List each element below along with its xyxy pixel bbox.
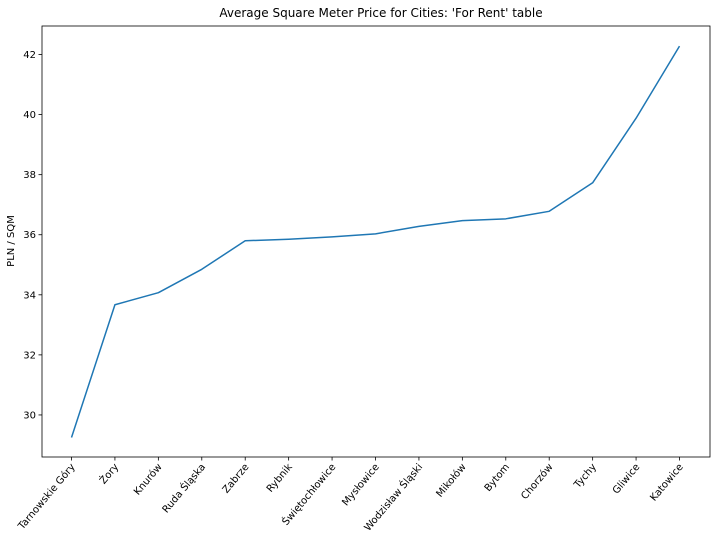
y-axis: 30 32 34 36 38 40 42 xyxy=(23,50,42,421)
y-tick-label: 40 xyxy=(23,110,36,121)
series-line xyxy=(70,45,681,438)
y-tick-label: 34 xyxy=(23,290,36,301)
x-tick-label: Tychy xyxy=(572,462,599,492)
x-tick-label: Bytom xyxy=(483,462,512,494)
y-tick-label: 38 xyxy=(23,170,36,181)
x-tick-label: Mysłowice xyxy=(340,462,381,508)
x-tick-label: Chorzów xyxy=(519,461,556,502)
x-tick-label: Knurów xyxy=(131,461,164,497)
x-tick-label: Katowice xyxy=(648,462,685,504)
x-tick-label: Gliwice xyxy=(611,462,643,497)
series-group xyxy=(70,45,681,438)
chart-title: Average Square Meter Price for Cities: '… xyxy=(219,6,542,20)
x-tick-label: Rybnik xyxy=(265,462,295,495)
y-tick-label: 42 xyxy=(23,50,36,61)
x-tick-label: Zabrze xyxy=(221,462,252,496)
y-tick-label: 32 xyxy=(23,350,36,361)
x-tick-label: Tarnowskie Góry xyxy=(15,461,78,532)
y-tick-label: 36 xyxy=(23,230,36,241)
plot-frame xyxy=(41,25,711,458)
y-axis-label: PLN / SQM xyxy=(6,215,17,267)
x-tick-label: Mikołów xyxy=(434,461,469,499)
y-tick-label: 30 xyxy=(23,410,36,421)
x-tick-label: Ruda Śląska xyxy=(159,461,208,516)
x-tick-label: Żory xyxy=(96,461,121,487)
